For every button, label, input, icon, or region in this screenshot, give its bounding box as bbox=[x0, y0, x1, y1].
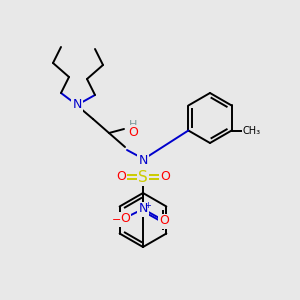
Text: −: − bbox=[112, 215, 122, 225]
Text: O: O bbox=[128, 125, 138, 139]
Text: O: O bbox=[116, 170, 126, 184]
Text: N: N bbox=[72, 98, 82, 112]
Text: N: N bbox=[138, 202, 148, 215]
Text: H: H bbox=[129, 120, 137, 130]
Text: O: O bbox=[160, 170, 170, 184]
Text: O: O bbox=[120, 212, 130, 226]
Text: O: O bbox=[159, 214, 169, 227]
Text: CH₃: CH₃ bbox=[243, 125, 261, 136]
Text: N: N bbox=[138, 154, 148, 167]
Text: +: + bbox=[145, 200, 152, 209]
Text: S: S bbox=[138, 169, 148, 184]
